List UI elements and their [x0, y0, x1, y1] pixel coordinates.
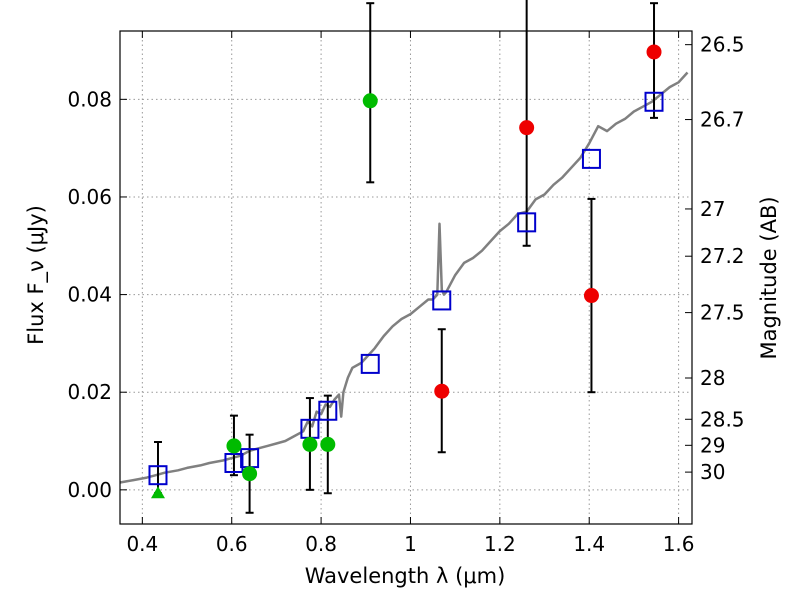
x-tick-label: 0.4 [126, 532, 158, 556]
model-point [148, 465, 168, 486]
model-point [360, 353, 380, 374]
spectrum-layer [119, 71, 689, 484]
observed-point [320, 436, 336, 452]
observed-point [434, 383, 450, 399]
x-axis-label: Wavelength λ (μm) [305, 564, 506, 588]
model-point [581, 148, 601, 169]
plot-frame [119, 30, 693, 525]
model-point [318, 400, 338, 421]
x-tick-label: 0.8 [305, 532, 337, 556]
model-point [644, 91, 664, 112]
model-point [224, 452, 244, 473]
y-tick-label: 0.04 [67, 283, 112, 307]
mag-tick-label: 27.2 [700, 244, 745, 268]
mag-tick-label: 28.5 [700, 407, 745, 431]
x-tick-label: 0.6 [216, 532, 248, 556]
mag-tick-label: 26.5 [700, 33, 745, 57]
mag-tick-label: 29 [700, 433, 725, 457]
observed-point [519, 120, 535, 136]
mag-tick-label: 27.5 [700, 301, 745, 325]
observed-point-layer [150, 44, 662, 499]
model-point [517, 212, 537, 233]
observed-point [242, 466, 258, 482]
grid-lines [120, 31, 692, 524]
mag-tick-label: 26.7 [700, 108, 745, 132]
observed-point [583, 288, 599, 304]
observed-point [302, 436, 318, 452]
tick-layer: 0.4 0.6 0.8 1 1.2 1.4 1.6 0.00 0.02 0.04 0.06 0.08 2… [67, 31, 745, 556]
mag-tick-label: 28 [700, 366, 725, 390]
y-tick-label: 0.06 [67, 185, 112, 209]
mag-tick-label: 27 [700, 197, 725, 221]
spectrum-line [119, 71, 689, 484]
x-tick-label: 1.6 [663, 532, 695, 556]
model-point [432, 290, 452, 311]
mag-tick-label: 30 [700, 460, 725, 484]
x-tick-label: 1.2 [484, 532, 516, 556]
observed-point-triangle [150, 486, 165, 499]
model-point-layer [148, 91, 664, 486]
y-tick-label: 0.00 [67, 478, 112, 502]
y-tick-label: 0.02 [67, 380, 112, 404]
observed-point [226, 438, 242, 454]
errorbar-layer [153, 0, 659, 514]
y2-axis-label: Magnitude (AB) [757, 196, 781, 359]
x-tick-label: 1 [404, 532, 417, 556]
y-axis-label: Flux F_ν (μJy) [24, 205, 49, 345]
y-tick-label: 0.08 [67, 87, 112, 111]
observed-point [362, 93, 378, 109]
x-tick-label: 1.4 [573, 532, 605, 556]
observed-point [646, 44, 662, 60]
